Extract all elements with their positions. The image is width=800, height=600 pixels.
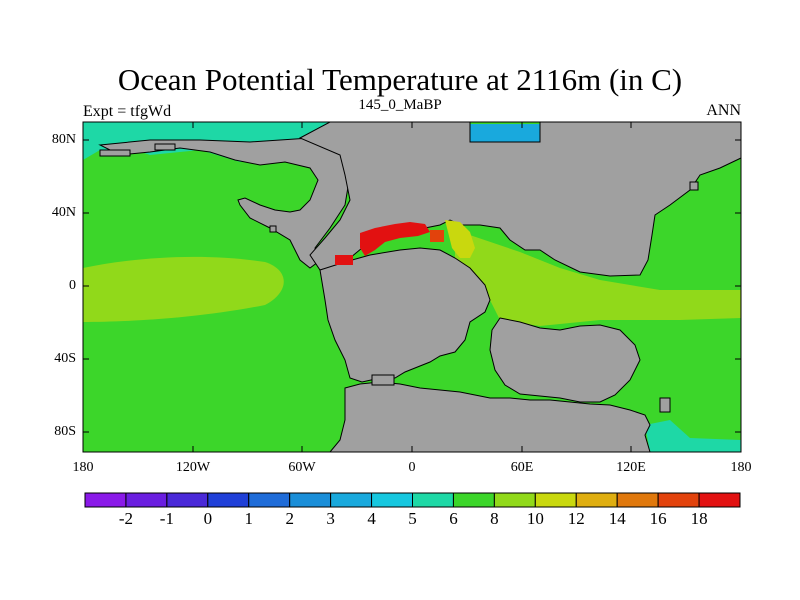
land-island-5 [689,181,699,191]
land-masses [98,121,742,453]
colorbar-label-7: 5 [408,509,417,528]
colorbar-label-8: 6 [449,509,458,528]
colorbar-label-13: 16 [649,509,667,528]
cold-arctic-east [470,124,540,142]
colorbar-label-4: 2 [285,509,294,528]
lat-label-0: 0 [69,278,76,293]
colorbar-label-14: 18 [690,509,708,528]
map-title: Ocean Potential Temperature at 2116m (in… [117,62,683,97]
lon-label-120e: 120E [616,460,646,475]
land-island-6 [659,397,671,413]
land-australia [489,317,641,403]
hot-tethys-red [360,222,430,256]
colorbar-swatch-3 [207,492,250,508]
lat-label-40s: 40S [54,351,76,366]
colorbar-label-11: 12 [567,509,585,528]
colorbar-swatch-12 [575,492,618,508]
colorbar-swatch-11 [534,492,577,508]
cold-southern [645,420,741,452]
colorbar-swatch-13 [616,492,659,508]
colorbar-label-10: 10 [526,509,544,528]
land-island-2 [154,143,176,151]
colorbar-swatch-0 [84,492,127,508]
colorbar-swatch-1 [125,492,168,508]
colorbar-label-9: 8 [490,509,499,528]
colorbar-swatch-10 [493,492,536,508]
lon-label-60w: 60W [288,460,316,475]
colorbar-swatch-5 [289,492,332,508]
lat-label-40n: 40N [51,205,76,220]
colorbar-swatch-7 [371,492,413,508]
lon-label-0: 0 [408,460,416,475]
colorbar-label-6: 4 [367,509,376,528]
colorbar-swatch-9 [452,492,495,508]
warm-band-pacific [83,256,284,322]
colorbar-swatch-2 [166,492,209,508]
colorbar-label-5: 3 [326,509,335,528]
lon-label-60e: 60E [510,460,534,475]
lon-label-120w: 120W [175,460,211,475]
map-subtitle: 145_0_MaBP [358,97,442,113]
hot-tethys-red-2 [335,255,353,265]
land-island-3 [269,225,277,233]
hot-tethys-orange [430,230,444,242]
land-island-1 [99,149,131,157]
lat-label-80s: 80S [54,424,76,439]
lat-label-80n: 80N [51,132,76,147]
colorbar-swatch-6 [330,492,373,508]
colorbar-label-1: -1 [159,509,174,528]
colorbar-label-12: 14 [608,509,626,528]
colorbar-label-0: -2 [118,509,134,528]
lon-label-180-right: 180 [730,460,752,475]
land-island-4 [371,374,395,386]
season-label: ANN [706,102,741,119]
colorbar-label-2: 0 [203,509,213,528]
colorbar-swatch-8 [412,492,454,508]
warm-tethys-yellow [445,220,475,258]
colorbar-label-3: 1 [244,509,254,528]
experiment-label: Expt = tfgWd [83,103,172,120]
map-ticks [83,122,741,452]
colorbar-swatch-15 [698,492,741,508]
tethys-hot-region [335,220,475,265]
land-south-america-africa [319,247,491,383]
warm-band-indian [455,230,741,326]
colorbar-swatch-4 [248,492,291,508]
lon-label-180-left: 180 [72,460,94,475]
colorbar-swatch-14 [657,492,700,508]
